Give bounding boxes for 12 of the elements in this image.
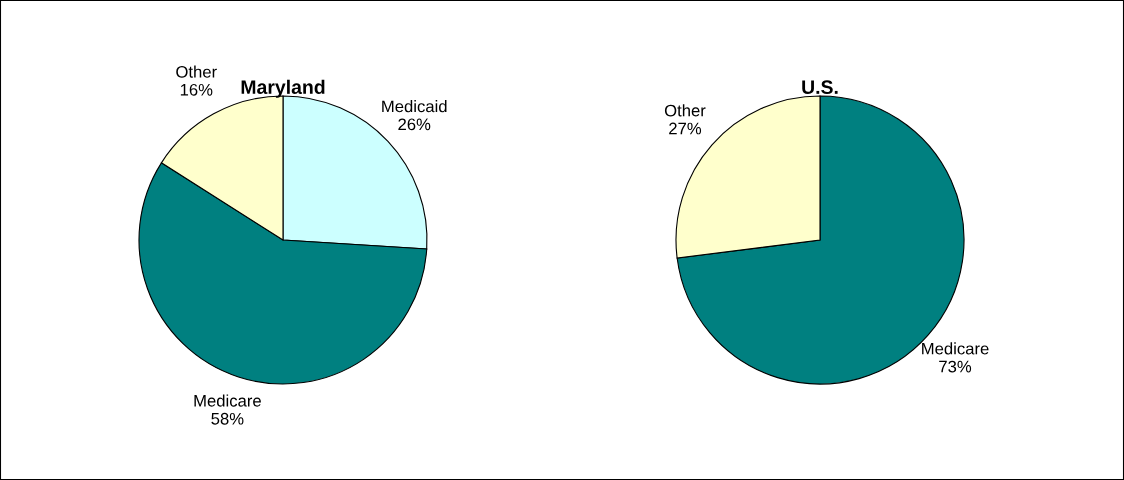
data-label: 16%: [180, 83, 213, 96]
slice-label: Other: [664, 104, 706, 117]
slice-label: Medicaid: [382, 100, 447, 113]
slice-label: Medicare: [194, 394, 261, 407]
data-label: 73%: [939, 360, 972, 373]
slice-label: Medicare: [922, 342, 989, 355]
slice-label: Other: [176, 65, 217, 78]
data-label: 27%: [669, 122, 702, 135]
text: Maryland: [241, 79, 325, 98]
data-label: 26%: [398, 118, 431, 131]
data-label: 58%: [211, 412, 244, 425]
chart-title: U.S.: [802, 80, 838, 95]
